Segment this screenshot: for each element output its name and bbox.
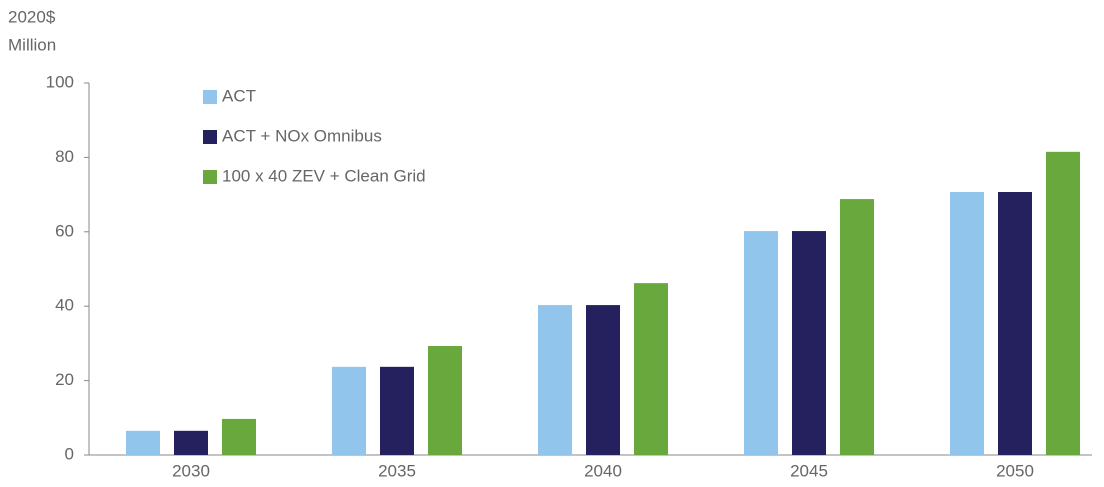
x-tick-label: 2050 [996,461,1034,480]
x-tick-label: 2040 [584,461,622,480]
legend-label: ACT + NOx Omnibus [222,126,382,145]
bar [1046,151,1080,455]
bar [332,366,366,455]
y-tick-label: 0 [65,444,74,463]
x-tick-label: 2045 [790,461,828,480]
x-tick-label: 2035 [378,461,416,480]
bar [126,430,160,455]
legend-label: 100 x 40 ZEV + Clean Grid [222,166,426,185]
y-tick-label: 80 [55,147,74,166]
legend-swatch [203,130,217,144]
bar [950,191,984,455]
bar [174,430,208,455]
bar [222,418,256,455]
legend-label: ACT [222,86,256,105]
bar [634,283,668,455]
bar [380,366,414,455]
legend-swatch [203,90,217,104]
y-tick-label: 60 [55,221,74,240]
bar [998,191,1032,455]
y-tick-label: 100 [46,72,74,91]
y-axis-label: Million [8,35,56,54]
bar [428,346,462,455]
bar [792,231,826,455]
y-tick-label: 20 [55,370,74,389]
bar [744,231,778,455]
bar [538,305,572,455]
y-axis-label: 2020$ [8,7,56,26]
bar [586,305,620,455]
legend-swatch [203,170,217,184]
bar [840,199,874,455]
y-tick-label: 40 [55,296,74,315]
x-tick-label: 2030 [172,461,210,480]
